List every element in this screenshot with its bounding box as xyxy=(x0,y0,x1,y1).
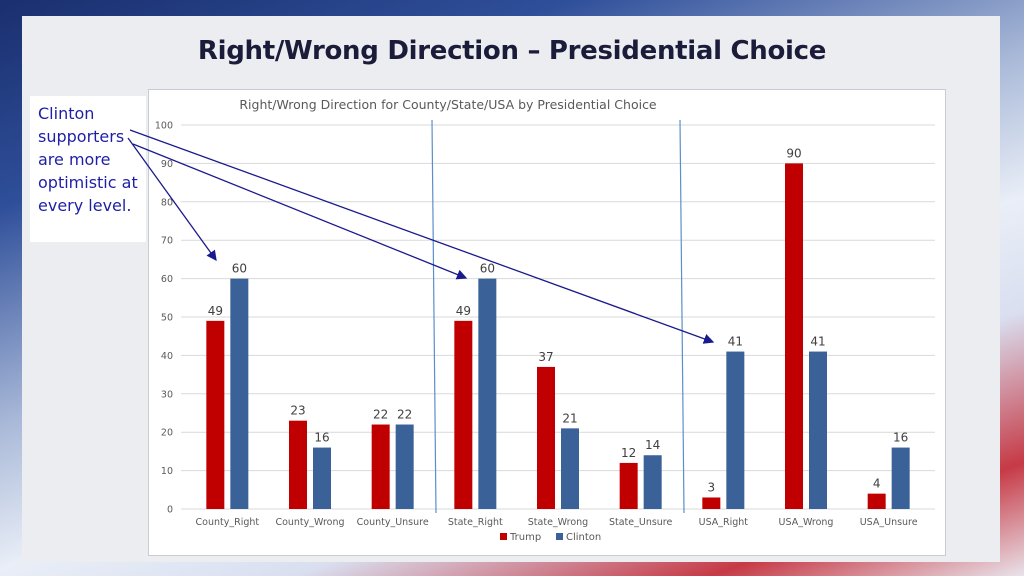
data-label: 21 xyxy=(562,411,577,425)
bar-trump xyxy=(785,163,803,509)
y-tick-label: 10 xyxy=(161,466,173,477)
data-label: 14 xyxy=(645,438,660,452)
bar-clinton xyxy=(809,351,827,509)
bar-trump xyxy=(537,366,555,509)
x-tick-label: State_Right xyxy=(448,517,503,528)
data-label: 37 xyxy=(538,350,553,364)
x-tick-label: State_Wrong xyxy=(528,517,588,528)
data-label: 60 xyxy=(480,262,495,276)
data-label: 41 xyxy=(728,335,743,349)
y-tick-label: 20 xyxy=(161,428,173,439)
data-label: 12 xyxy=(621,446,636,460)
slide-title: Right/Wrong Direction – Presidential Cho… xyxy=(197,36,827,66)
data-label: 4 xyxy=(873,477,881,491)
legend-swatch-clinton xyxy=(556,533,563,540)
bar-clinton xyxy=(313,447,331,509)
bar-trump xyxy=(289,420,307,509)
y-tick-label: 60 xyxy=(161,274,173,285)
data-label: 41 xyxy=(810,335,825,349)
data-label: 23 xyxy=(290,404,305,418)
bar-clinton xyxy=(230,278,249,509)
legend-label-trump: Trump xyxy=(509,532,541,543)
x-tick-label: County_Unsure xyxy=(357,517,429,528)
chart-title: Right/Wrong Direction for County/State/U… xyxy=(239,97,657,112)
bar-clinton xyxy=(726,351,745,509)
data-label: 16 xyxy=(893,431,908,445)
data-label: 16 xyxy=(314,431,329,445)
chart-frame: Right/Wrong Direction for County/State/U… xyxy=(148,89,946,556)
x-tick-label: USA_Right xyxy=(699,517,749,528)
y-tick-label: 40 xyxy=(161,351,173,362)
callout-box: Clinton supporters are more optimistic a… xyxy=(30,96,146,242)
y-tick-label: 0 xyxy=(167,505,173,516)
bar-clinton xyxy=(561,428,579,509)
bar-trump xyxy=(867,493,886,509)
y-tick-label: 100 xyxy=(155,121,173,132)
bar-trump xyxy=(206,320,225,509)
legend-label-clinton: Clinton xyxy=(566,532,601,543)
data-label: 22 xyxy=(373,408,388,422)
data-label: 90 xyxy=(786,146,801,160)
bar-trump xyxy=(454,320,473,509)
y-tick-label: 90 xyxy=(161,159,173,170)
legend-swatch-trump xyxy=(500,533,507,540)
x-tick-label: County_Wrong xyxy=(275,517,344,528)
data-label: 49 xyxy=(456,304,471,318)
y-tick-label: 50 xyxy=(161,313,173,324)
data-label: 60 xyxy=(232,262,247,276)
x-tick-label: USA_Unsure xyxy=(860,517,918,528)
data-label: 22 xyxy=(397,408,412,422)
x-tick-label: State_Unsure xyxy=(609,517,673,528)
bar-chart: Right/Wrong Direction for County/State/U… xyxy=(155,97,935,543)
x-tick-label: USA_Wrong xyxy=(779,517,834,528)
bar-trump xyxy=(371,424,390,509)
bar-clinton xyxy=(395,424,414,509)
x-tick-label: County_Right xyxy=(196,517,260,528)
bar-trump xyxy=(702,497,721,509)
bar-clinton xyxy=(891,447,910,509)
y-tick-label: 70 xyxy=(161,236,173,247)
y-tick-label: 30 xyxy=(161,389,173,400)
bar-trump xyxy=(619,462,638,509)
data-label: 49 xyxy=(208,304,223,318)
data-label: 3 xyxy=(708,480,716,494)
bar-clinton xyxy=(643,455,662,509)
y-tick-label: 80 xyxy=(161,197,173,208)
bar-clinton xyxy=(478,278,497,509)
